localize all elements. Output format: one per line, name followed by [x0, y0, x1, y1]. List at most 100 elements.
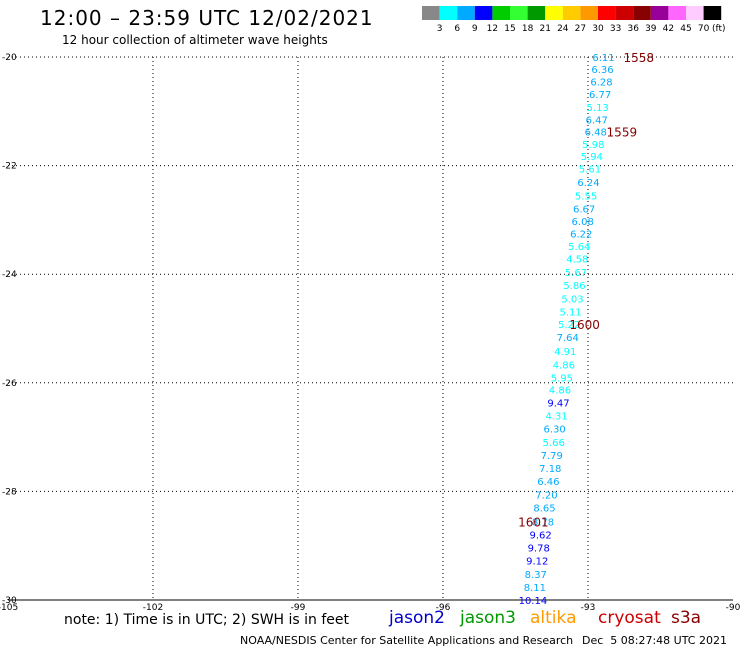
legend-label: 42 — [663, 24, 674, 34]
legend-label: 9 — [472, 24, 478, 34]
satellite-s3a: s3a — [671, 608, 702, 628]
swh-point-label: 7.79 — [541, 451, 563, 462]
swh-point-label: 5.86 — [563, 281, 585, 292]
y-tick-label: -26 — [2, 379, 17, 389]
legend-swatch — [422, 6, 440, 20]
swh-point-label: 6.11 — [592, 53, 614, 64]
satellite-jason3: jason3 — [460, 608, 516, 628]
swh-point-label: 6.48 — [585, 127, 607, 138]
chart-title: 12:00 – 23:59 UTC 12/02/2021 — [40, 6, 374, 30]
x-tick-label: -99 — [291, 603, 306, 613]
footer-note: note: 1) Time is in UTC; 2) SWH is in fe… — [64, 612, 350, 628]
y-tick-label: -30 — [2, 596, 17, 606]
swh-point-label: 6.77 — [589, 90, 611, 101]
y-tick-label: -28 — [2, 487, 17, 497]
swh-point-label: 6.67 — [573, 204, 595, 215]
legend-label: 15 — [504, 24, 515, 34]
swh-point-label: 4.91 — [554, 347, 576, 358]
time-label: 1559 — [607, 125, 638, 139]
swh-point-label: 6.30 — [544, 424, 566, 435]
swh-point-label: 6.47 — [586, 115, 608, 126]
swh-point-label: 6.22 — [570, 229, 592, 240]
swh-point-label: 9.12 — [526, 556, 548, 567]
legend-swatch — [580, 6, 598, 20]
legend-label: 6 — [454, 24, 460, 34]
legend-swatch — [686, 6, 704, 20]
swh-point-label: 5.61 — [579, 164, 601, 175]
x-tick-label: -102 — [143, 603, 163, 613]
legend-swatch — [703, 6, 722, 20]
legend-label: 39 — [645, 24, 657, 34]
legend-label: 18 — [522, 24, 534, 34]
x-tick-label: -90 — [726, 603, 740, 613]
legend-swatch — [562, 6, 581, 20]
x-tick-label: -96 — [436, 603, 451, 613]
footer-timestamp: Dec 5 08:27:48 UTC 2021 — [582, 634, 727, 647]
axes: -105 -102 -99 -96 -93 -90 -20 -22 -24 -26 -28 -30 — [0, 53, 740, 613]
swh-point-label: 9.47 — [547, 398, 569, 409]
swh-point-label: 6.36 — [591, 65, 613, 76]
swh-point-label: 7.64 — [557, 333, 579, 344]
legend-unit: (ft) — [712, 24, 726, 34]
swh-point-label: 4.86 — [549, 385, 571, 396]
swh-point-label: 8.65 — [533, 504, 555, 515]
legend-label: 12 — [487, 24, 498, 34]
chart-subtitle: 12 hour collection of altimeter wave hei… — [62, 33, 328, 47]
legend-swatch — [510, 6, 528, 20]
swh-point-label: 5.55 — [575, 191, 597, 202]
swh-point-label: 5.94 — [581, 152, 603, 163]
swh-point-label: 8.37 — [525, 570, 547, 581]
legend-label: 45 — [680, 24, 691, 34]
legend-swatch — [527, 6, 546, 20]
legend-swatch — [474, 6, 493, 20]
swh-point-label: 5.64 — [568, 242, 590, 253]
swh-point-label: 5.13 — [587, 103, 609, 114]
legend-swatch — [457, 6, 475, 20]
y-tick-label: -24 — [2, 270, 17, 280]
legend-label: 21 — [539, 24, 550, 34]
swh-point-label: 7.20 — [535, 491, 557, 502]
swh-point-label: 8.11 — [524, 583, 546, 594]
legend-label: 27 — [575, 24, 586, 34]
legend-label: 70 — [698, 24, 710, 34]
swh-point-label: 7.18 — [539, 464, 561, 475]
legend-label: 30 — [592, 24, 604, 34]
satellite-altika: altika — [530, 608, 577, 628]
swh-point-label: 4.58 — [566, 254, 588, 265]
swh-point-label: 8.78 — [532, 517, 554, 528]
swh-point-label: 5.11 — [559, 308, 581, 319]
time-label: 1601 — [518, 515, 549, 529]
x-tick-label: -105 — [0, 603, 18, 613]
swh-point-label: 5.98 — [582, 140, 604, 151]
legend-swatch — [492, 6, 510, 20]
data-labels: 6.116.366.28 6.77 5.136.476.48 5.985.945.61… — [518, 51, 654, 607]
legend-swatch — [545, 6, 563, 20]
legend-swatch — [633, 6, 651, 20]
legend-label: 3 — [437, 24, 443, 34]
legend-swatch — [598, 6, 616, 20]
swh-point-label: 9.78 — [528, 543, 550, 554]
swh-point-label: 5.66 — [543, 438, 565, 449]
x-tick-label: -93 — [581, 603, 596, 613]
grid — [8, 56, 733, 600]
swh-point-label: 5.95 — [551, 373, 573, 384]
swh-point-label: 6.28 — [590, 77, 612, 88]
swh-point-label: 4.86 — [553, 360, 575, 371]
swh-point-label: 4.31 — [545, 411, 567, 422]
legend-swatch — [439, 6, 458, 20]
swh-point-label: 5.03 — [561, 295, 583, 306]
swh-point-label: 5.67 — [565, 268, 587, 279]
y-tick-label: -20 — [2, 53, 17, 63]
legend-swatch — [668, 6, 686, 20]
legend-swatch — [615, 6, 634, 20]
satellite-jason2: jason2 — [389, 608, 445, 628]
color-legend: 3 6 9 12 15 18 21 24 27 30 33 36 39 42 45 70 (ft) — [422, 6, 726, 34]
y-tick-label: -22 — [2, 162, 17, 172]
swh-point-label: 5.22 — [558, 320, 580, 331]
satellite-cryosat: cryosat — [598, 608, 661, 628]
time-label: 1558 — [623, 51, 654, 65]
legend-label: 33 — [610, 24, 621, 34]
swh-point-label: 6.24 — [577, 178, 599, 189]
legend-label: 24 — [557, 24, 569, 34]
